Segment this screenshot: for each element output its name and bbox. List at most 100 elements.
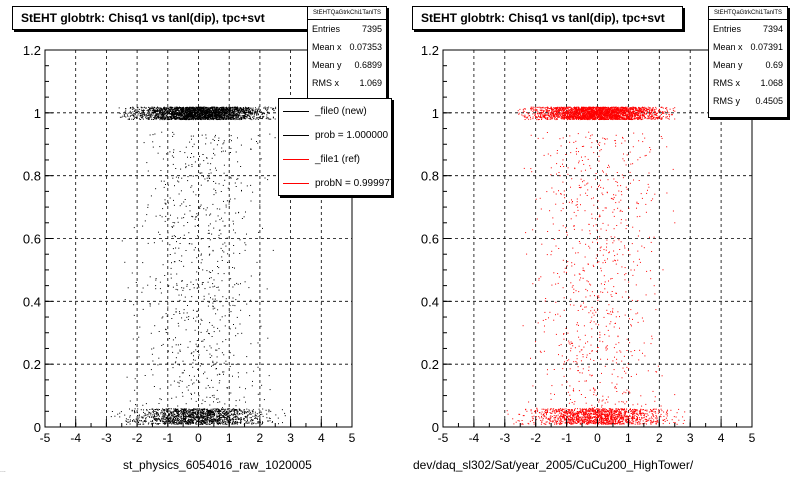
- scatter-point: [190, 416, 192, 417]
- scatter-point: [241, 410, 243, 412]
- scatter-point: [259, 274, 260, 276]
- scatter-point: [188, 415, 190, 417]
- scatter-point: [213, 415, 215, 416]
- scatter-point: [178, 113, 180, 115]
- scatter-point: [227, 416, 229, 418]
- scatter-point: [243, 216, 245, 218]
- scatter-point: [183, 265, 185, 267]
- scatter-point: [213, 401, 214, 403]
- scatter-point: [183, 417, 184, 419]
- scatter-point: [147, 423, 149, 425]
- scatter-point: [238, 212, 239, 214]
- scatter-point: [281, 409, 283, 411]
- scatter-point: [139, 108, 141, 110]
- scatter-point: [246, 115, 248, 117]
- scatter-point: [170, 420, 172, 422]
- scatter-point: [127, 118, 129, 120]
- scatter-point: [215, 417, 217, 419]
- scatter-point: [232, 115, 234, 116]
- scatter-point: [232, 107, 234, 109]
- scatter-point: [204, 111, 206, 113]
- scatter-point: [166, 108, 168, 110]
- scatter-point: [217, 107, 219, 109]
- scatter-point: [202, 115, 203, 117]
- scatter-point: [257, 117, 259, 119]
- scatter-point: [237, 363, 239, 365]
- scatter-point: [258, 412, 260, 414]
- scatter-point: [136, 118, 138, 119]
- scatter-point: [215, 107, 217, 109]
- scatter-point: [222, 110, 224, 112]
- scatter-point: [155, 116, 157, 118]
- scatter-point: [239, 114, 241, 116]
- scatter-point: [207, 416, 209, 418]
- scatter-point: [175, 308, 177, 310]
- scatter-point: [249, 111, 251, 113]
- scatter-point: [220, 116, 222, 118]
- scatter-point: [174, 117, 176, 118]
- scatter-point: [249, 412, 251, 414]
- scatter-point: [203, 408, 205, 410]
- scatter-point: [193, 382, 195, 384]
- scatter-point: [210, 142, 212, 144]
- scatter-point: [221, 118, 223, 120]
- scatter-point: [192, 366, 194, 368]
- scatter-point: [223, 164, 225, 166]
- scatter-point: [149, 412, 150, 414]
- scatter-point: [235, 327, 237, 329]
- scatter-point: [206, 113, 208, 115]
- scatter-point: [181, 118, 183, 120]
- scatter-point: [234, 110, 236, 112]
- scatter-point: [142, 225, 144, 227]
- scatter-point: [174, 107, 176, 109]
- scatter-point: [176, 113, 178, 115]
- scatter-point: [201, 408, 203, 410]
- scatter-point: [178, 108, 180, 110]
- scatter-point: [156, 107, 158, 108]
- scatter-point: [189, 109, 191, 111]
- scatter-point: [232, 267, 234, 268]
- scatter-point: [225, 417, 227, 419]
- scatter-point: [125, 108, 127, 110]
- scatter-point: [146, 110, 148, 111]
- scatter-point: [230, 419, 232, 421]
- scatter-point: [237, 116, 239, 118]
- scatter-point: [275, 414, 277, 416]
- scatter-point: [216, 287, 218, 288]
- scatter-point: [284, 412, 286, 414]
- scatter-point: [232, 109, 234, 111]
- scatter-point: [235, 419, 237, 421]
- scatter-point: [128, 117, 130, 119]
- scatter-point: [194, 111, 196, 112]
- scatter-point: [191, 114, 193, 116]
- scatter-point: [160, 292, 162, 294]
- scatter-point: [223, 225, 225, 227]
- scatter-point: [204, 422, 206, 424]
- scatter-point: [222, 411, 224, 413]
- scatter-point: [208, 114, 210, 116]
- scatter-point: [143, 409, 144, 411]
- scatter-point: [155, 285, 157, 287]
- scatter-point: [208, 109, 210, 111]
- scatter-point: [181, 217, 183, 219]
- scatter-point: [192, 115, 194, 116]
- scatter-point: [223, 273, 225, 275]
- scatter-point: [171, 226, 173, 227]
- scatter-point: [149, 409, 151, 410]
- scatter-point: [272, 109, 274, 110]
- scatter-point: [263, 112, 265, 114]
- scatter-point: [216, 398, 218, 400]
- scatter-point: [182, 419, 184, 421]
- scatter-point: [247, 420, 248, 422]
- scatter-point: [255, 109, 257, 111]
- scatter-point: [166, 410, 167, 412]
- scatter-point: [199, 107, 201, 109]
- scatter-point: [240, 107, 242, 109]
- scatter-point: [137, 415, 138, 417]
- scatter-point: [161, 240, 163, 242]
- scatter-point: [187, 416, 189, 418]
- scatter-point: [152, 119, 154, 120]
- scatter-point: [219, 421, 221, 423]
- scatter-point: [213, 115, 215, 117]
- scatter-point: [167, 113, 169, 115]
